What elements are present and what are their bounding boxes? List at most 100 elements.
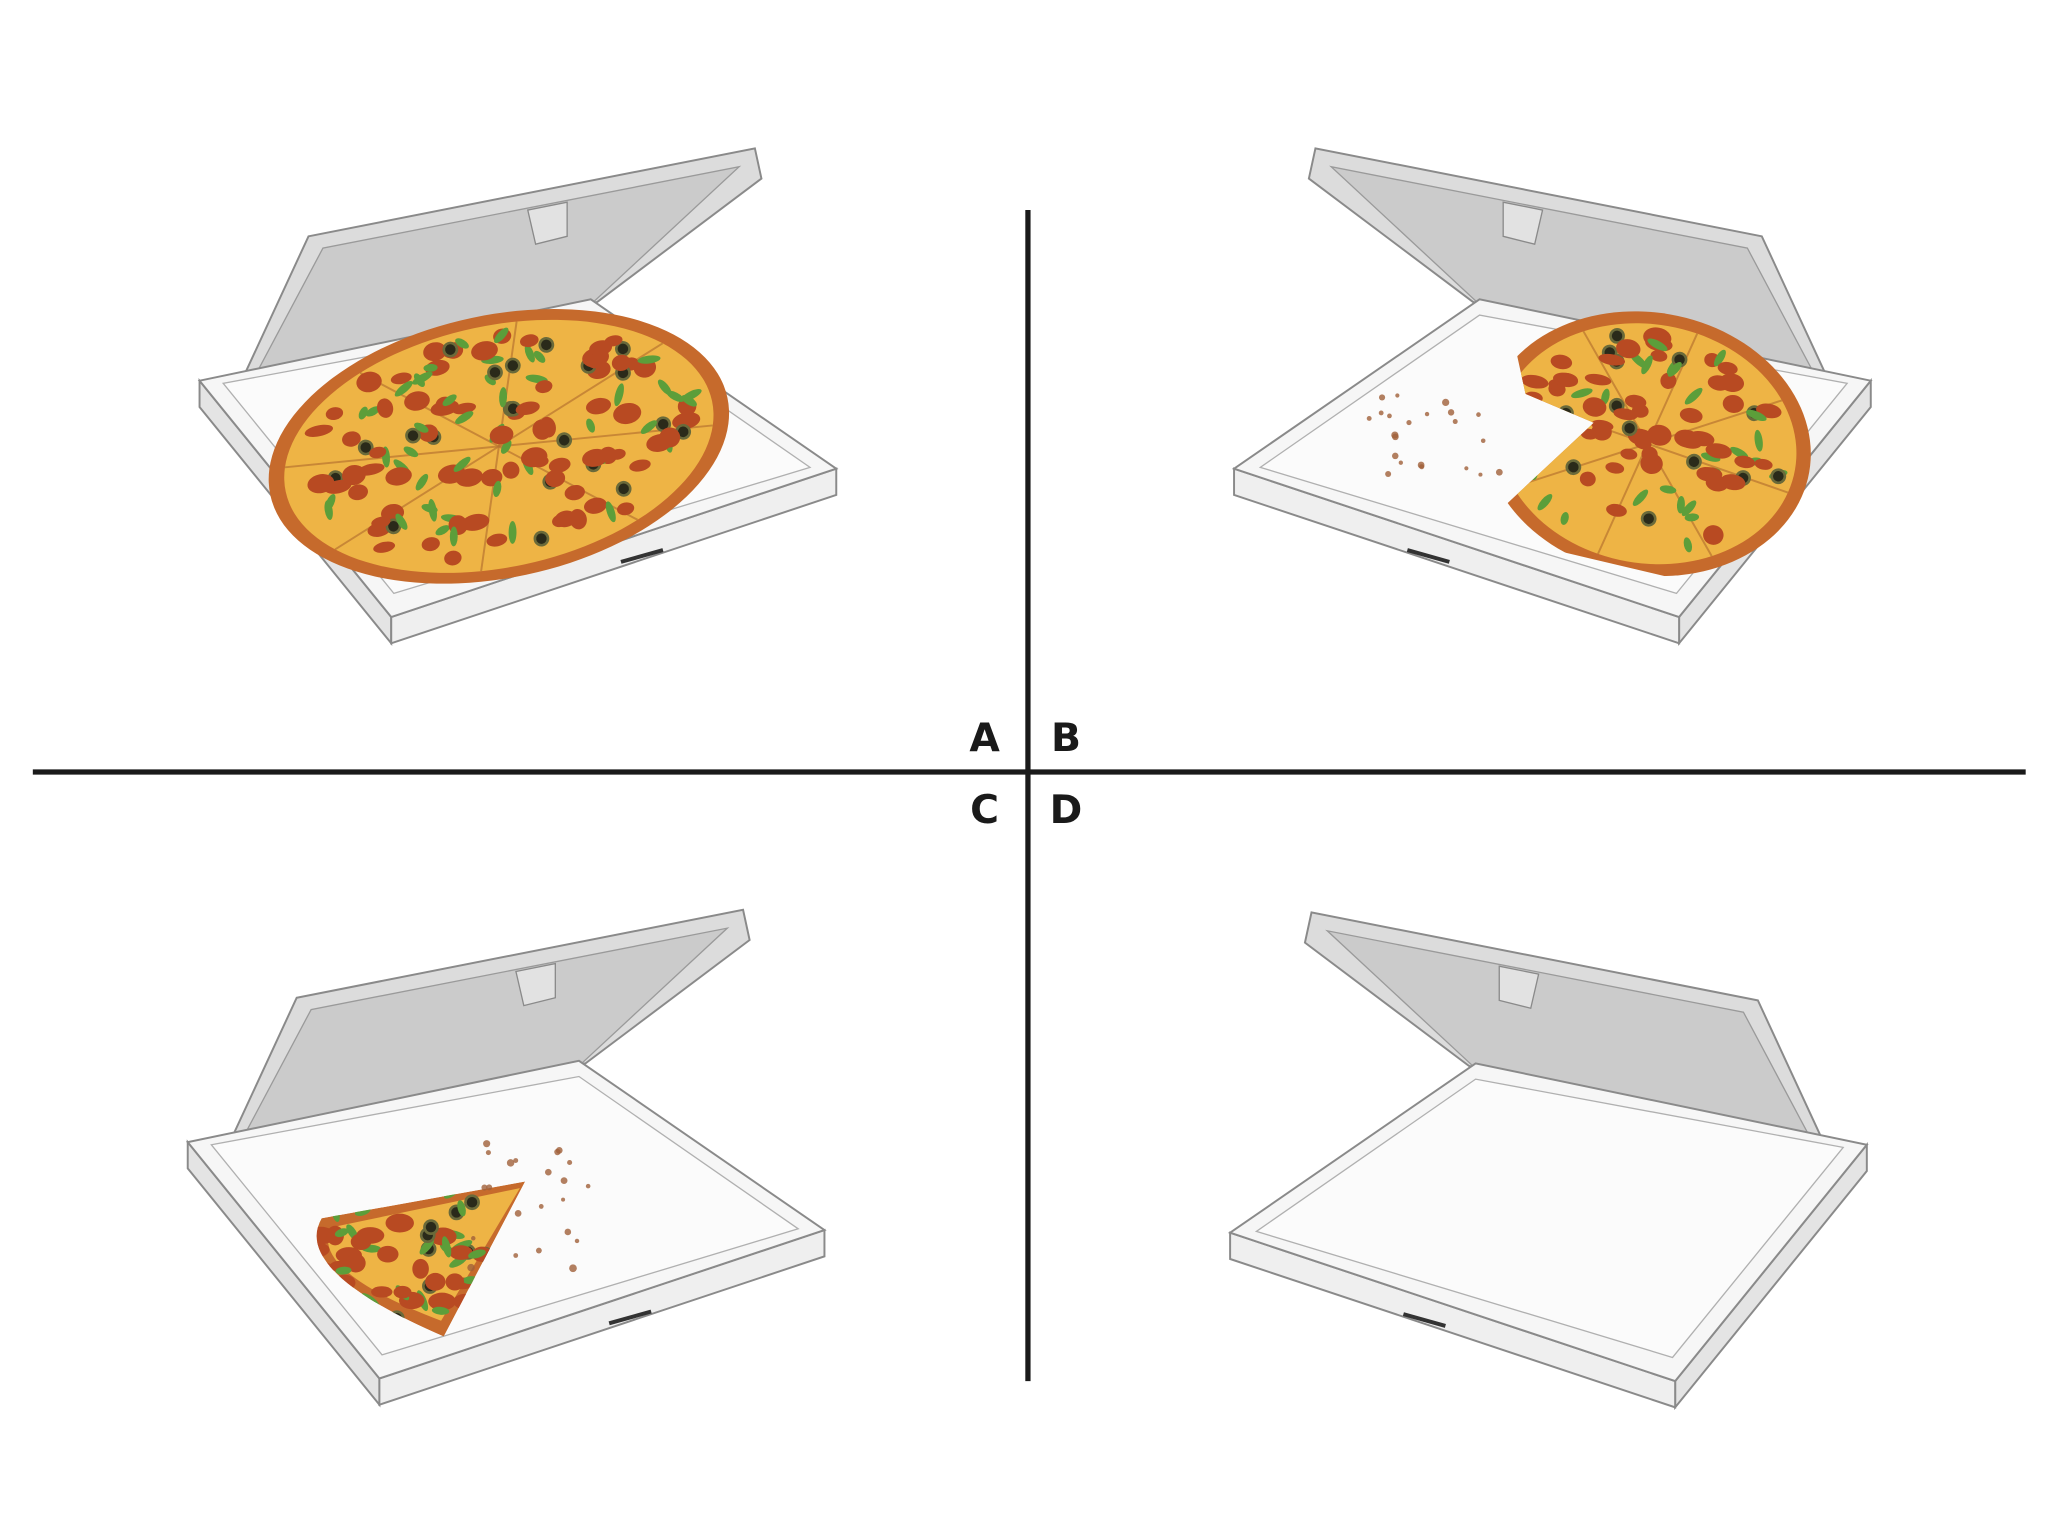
- topping-pepper: [428, 499, 437, 522]
- topping-pepper: [455, 338, 469, 349]
- topping-meat: [423, 342, 447, 362]
- crumb: [574, 1238, 580, 1244]
- topping-meat: [1647, 424, 1672, 446]
- topping-pepper: [586, 418, 596, 433]
- topping-pepper: [614, 383, 624, 407]
- topping-meat: [376, 398, 394, 418]
- topping-pepper: [681, 388, 702, 402]
- topping-pepper: [1746, 409, 1767, 421]
- crumb: [1387, 413, 1392, 419]
- topping-meat: [1699, 467, 1723, 480]
- crumb: [1378, 394, 1386, 401]
- topping-meat: [1521, 374, 1549, 389]
- topping-meat: [629, 459, 651, 472]
- crumb: [1495, 468, 1503, 476]
- topping-meat: [1580, 428, 1598, 440]
- topping-meat: [1606, 503, 1627, 517]
- topping-meat: [425, 1272, 446, 1291]
- topping-meat: [1722, 394, 1744, 413]
- topping-meat: [430, 400, 459, 416]
- crumb: [506, 1159, 515, 1167]
- topping-meat: [584, 497, 607, 514]
- topping-meat: [1641, 446, 1658, 462]
- topping-meat: [1598, 353, 1626, 366]
- topping-olive: [556, 432, 573, 449]
- crumb: [1392, 433, 1399, 441]
- topping-meat: [548, 457, 571, 473]
- topping-meat: [1616, 339, 1641, 359]
- topping-meat: [1556, 372, 1579, 386]
- topping-meat: [445, 1273, 465, 1291]
- topping-meat: [346, 1253, 366, 1273]
- topping-olive: [533, 530, 550, 547]
- topping-pepper: [1681, 500, 1697, 517]
- topping-meat: [371, 1286, 393, 1298]
- crumb: [1424, 411, 1430, 417]
- topping-meat: [404, 391, 430, 411]
- topping-pepper: [524, 344, 535, 363]
- topping-pepper: [403, 446, 419, 458]
- topping-meat: [304, 424, 334, 437]
- topping-meat: [316, 1242, 330, 1258]
- topping-pepper: [335, 1266, 352, 1275]
- topping-pepper: [637, 355, 661, 364]
- topping-pepper: [412, 371, 433, 385]
- topping-pepper: [435, 525, 450, 536]
- crumb: [1406, 419, 1412, 426]
- topping-meat: [539, 416, 556, 438]
- topping-meat: [373, 541, 396, 553]
- topping-pepper: [500, 439, 512, 454]
- topping-pepper: [533, 350, 546, 363]
- crumb: [538, 1204, 544, 1209]
- topping-meat: [449, 1245, 473, 1260]
- topping-meat: [659, 427, 681, 448]
- topping-olive: [487, 364, 503, 381]
- topping-meat: [1582, 397, 1607, 417]
- label-c: C: [970, 787, 999, 833]
- topping-meat: [390, 372, 412, 385]
- topping-meat: [377, 1245, 399, 1263]
- topping-olive: [1640, 510, 1657, 527]
- topping-pepper: [414, 422, 429, 433]
- topping-olive: [442, 341, 459, 358]
- topping-meat: [515, 401, 540, 416]
- crumb: [545, 1168, 552, 1176]
- topping-pepper: [1676, 496, 1685, 514]
- topping-meat: [569, 509, 587, 530]
- topping-meat: [1650, 350, 1668, 362]
- topping-meat: [412, 1258, 429, 1279]
- topping-meat: [1703, 525, 1724, 545]
- topping-meat: [369, 446, 387, 459]
- topping-pepper: [395, 513, 408, 530]
- crumb: [1478, 472, 1483, 477]
- topping-pepper: [1571, 388, 1593, 399]
- topping-meat: [1579, 471, 1596, 487]
- box-c: [185, 907, 827, 1407]
- topping-olive: [1565, 459, 1582, 476]
- topping-meat: [672, 412, 701, 430]
- topping-meat: [1550, 354, 1573, 370]
- topping-pepper: [1683, 537, 1693, 553]
- topping-pepper: [1754, 429, 1763, 452]
- topping-pepper: [508, 520, 517, 544]
- topping-pepper: [1560, 512, 1569, 525]
- topping-meat: [589, 340, 613, 356]
- crumb: [1476, 412, 1481, 417]
- topping-pepper: [666, 390, 685, 402]
- crumb: [514, 1210, 522, 1217]
- topping-pepper: [455, 411, 474, 424]
- topping-olive: [1621, 420, 1638, 437]
- crumb: [1417, 461, 1425, 469]
- crumb: [1480, 438, 1486, 444]
- crumb: [561, 1197, 566, 1202]
- crumb: [513, 1158, 519, 1164]
- topping-olive: [1609, 328, 1625, 344]
- topping-pepper: [431, 1306, 450, 1315]
- topping-meat: [1584, 373, 1612, 386]
- topping-olive: [615, 480, 632, 497]
- topping-pepper: [449, 526, 458, 547]
- topping-meat: [1705, 443, 1732, 459]
- crumb: [560, 1177, 568, 1185]
- topping-meat: [1660, 372, 1677, 389]
- topping-pepper: [365, 406, 381, 417]
